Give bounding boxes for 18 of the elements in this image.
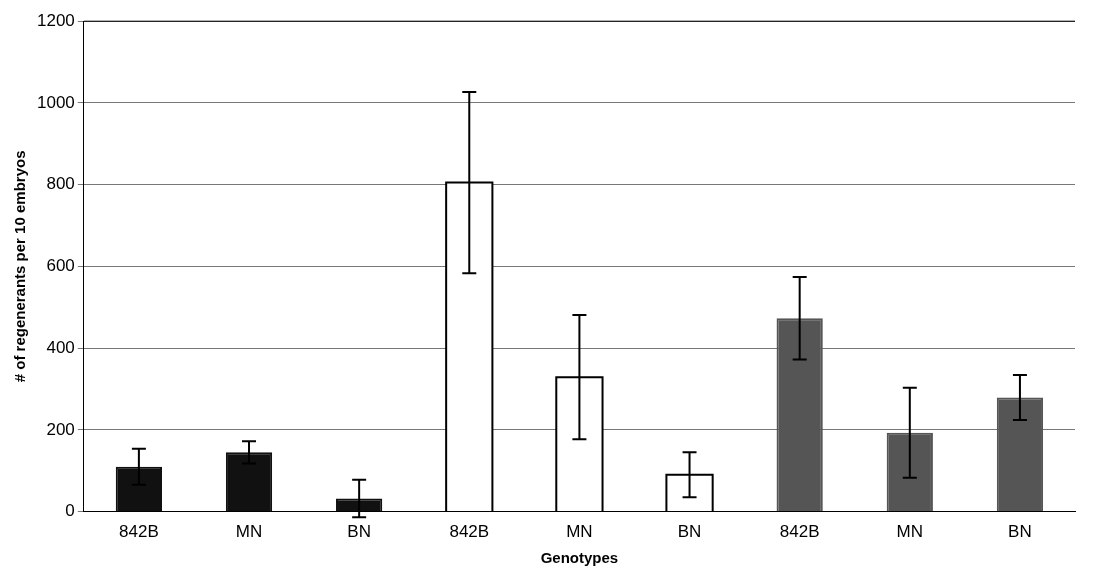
x-tick-label: 842B <box>779 522 820 542</box>
y-tick-label: 800 <box>46 174 75 194</box>
y-tick-label: 1200 <box>36 10 75 30</box>
x-tick-label: BN <box>677 522 702 542</box>
y-tick-label: 1000 <box>36 92 75 112</box>
y-tick-label: 0 <box>65 501 75 521</box>
x-tick-label: BN <box>347 522 371 542</box>
x-tick-label: 842B <box>119 522 159 542</box>
x-tick-label: 842B <box>449 522 490 542</box>
y-tick-label: 400 <box>46 337 75 357</box>
x-tick-label: MN <box>566 522 593 542</box>
x-tick-label: BN <box>1008 522 1032 542</box>
y-tick-label: 600 <box>46 256 75 276</box>
x-tick-label: MN <box>896 522 924 542</box>
x-axis-title: Genotypes <box>540 549 619 567</box>
y-tick-label: 200 <box>46 419 75 439</box>
x-tick-label: MN <box>235 522 263 542</box>
y-axis-title: # of regenerants per 10 embryos <box>11 150 29 383</box>
